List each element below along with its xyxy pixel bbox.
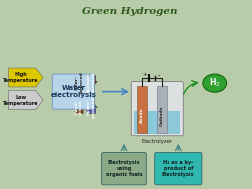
Polygon shape	[73, 100, 85, 113]
Text: Nuclear-
assisted: Nuclear- assisted	[87, 72, 95, 93]
Bar	[134, 111, 179, 134]
FancyBboxPatch shape	[154, 153, 201, 185]
Polygon shape	[73, 76, 85, 89]
Polygon shape	[85, 100, 97, 113]
Bar	[156, 86, 166, 133]
Text: Anode: Anode	[140, 108, 144, 123]
Text: Cathode: Cathode	[159, 105, 163, 126]
Text: Low
Temperature: Low Temperature	[3, 95, 38, 106]
Text: Wind-
driven: Wind- driven	[74, 99, 83, 115]
FancyBboxPatch shape	[52, 74, 94, 109]
Text: Green Hydrogen: Green Hydrogen	[81, 7, 177, 16]
Text: -: -	[157, 72, 160, 78]
Text: Electrolyzer: Electrolyzer	[141, 139, 172, 144]
Text: Solar-
powered: Solar- powered	[74, 71, 83, 93]
Circle shape	[202, 74, 226, 92]
Text: Electrolysis
using
organic fuels: Electrolysis using organic fuels	[105, 160, 142, 177]
Text: +: +	[142, 72, 147, 77]
Polygon shape	[85, 76, 97, 89]
Polygon shape	[9, 91, 43, 110]
Bar	[136, 86, 147, 133]
Text: H₂ as a by-
product of
Electrolysis: H₂ as a by- product of Electrolysis	[161, 160, 194, 177]
FancyBboxPatch shape	[101, 153, 146, 185]
Text: High
Temperature: High Temperature	[3, 72, 38, 83]
Polygon shape	[9, 68, 43, 87]
FancyBboxPatch shape	[131, 81, 183, 136]
Text: H$_2$: H$_2$	[208, 77, 219, 89]
Text: Hydro-
powered: Hydro- powered	[87, 96, 95, 118]
Text: Water
electrolysis: Water electrolysis	[50, 85, 96, 98]
